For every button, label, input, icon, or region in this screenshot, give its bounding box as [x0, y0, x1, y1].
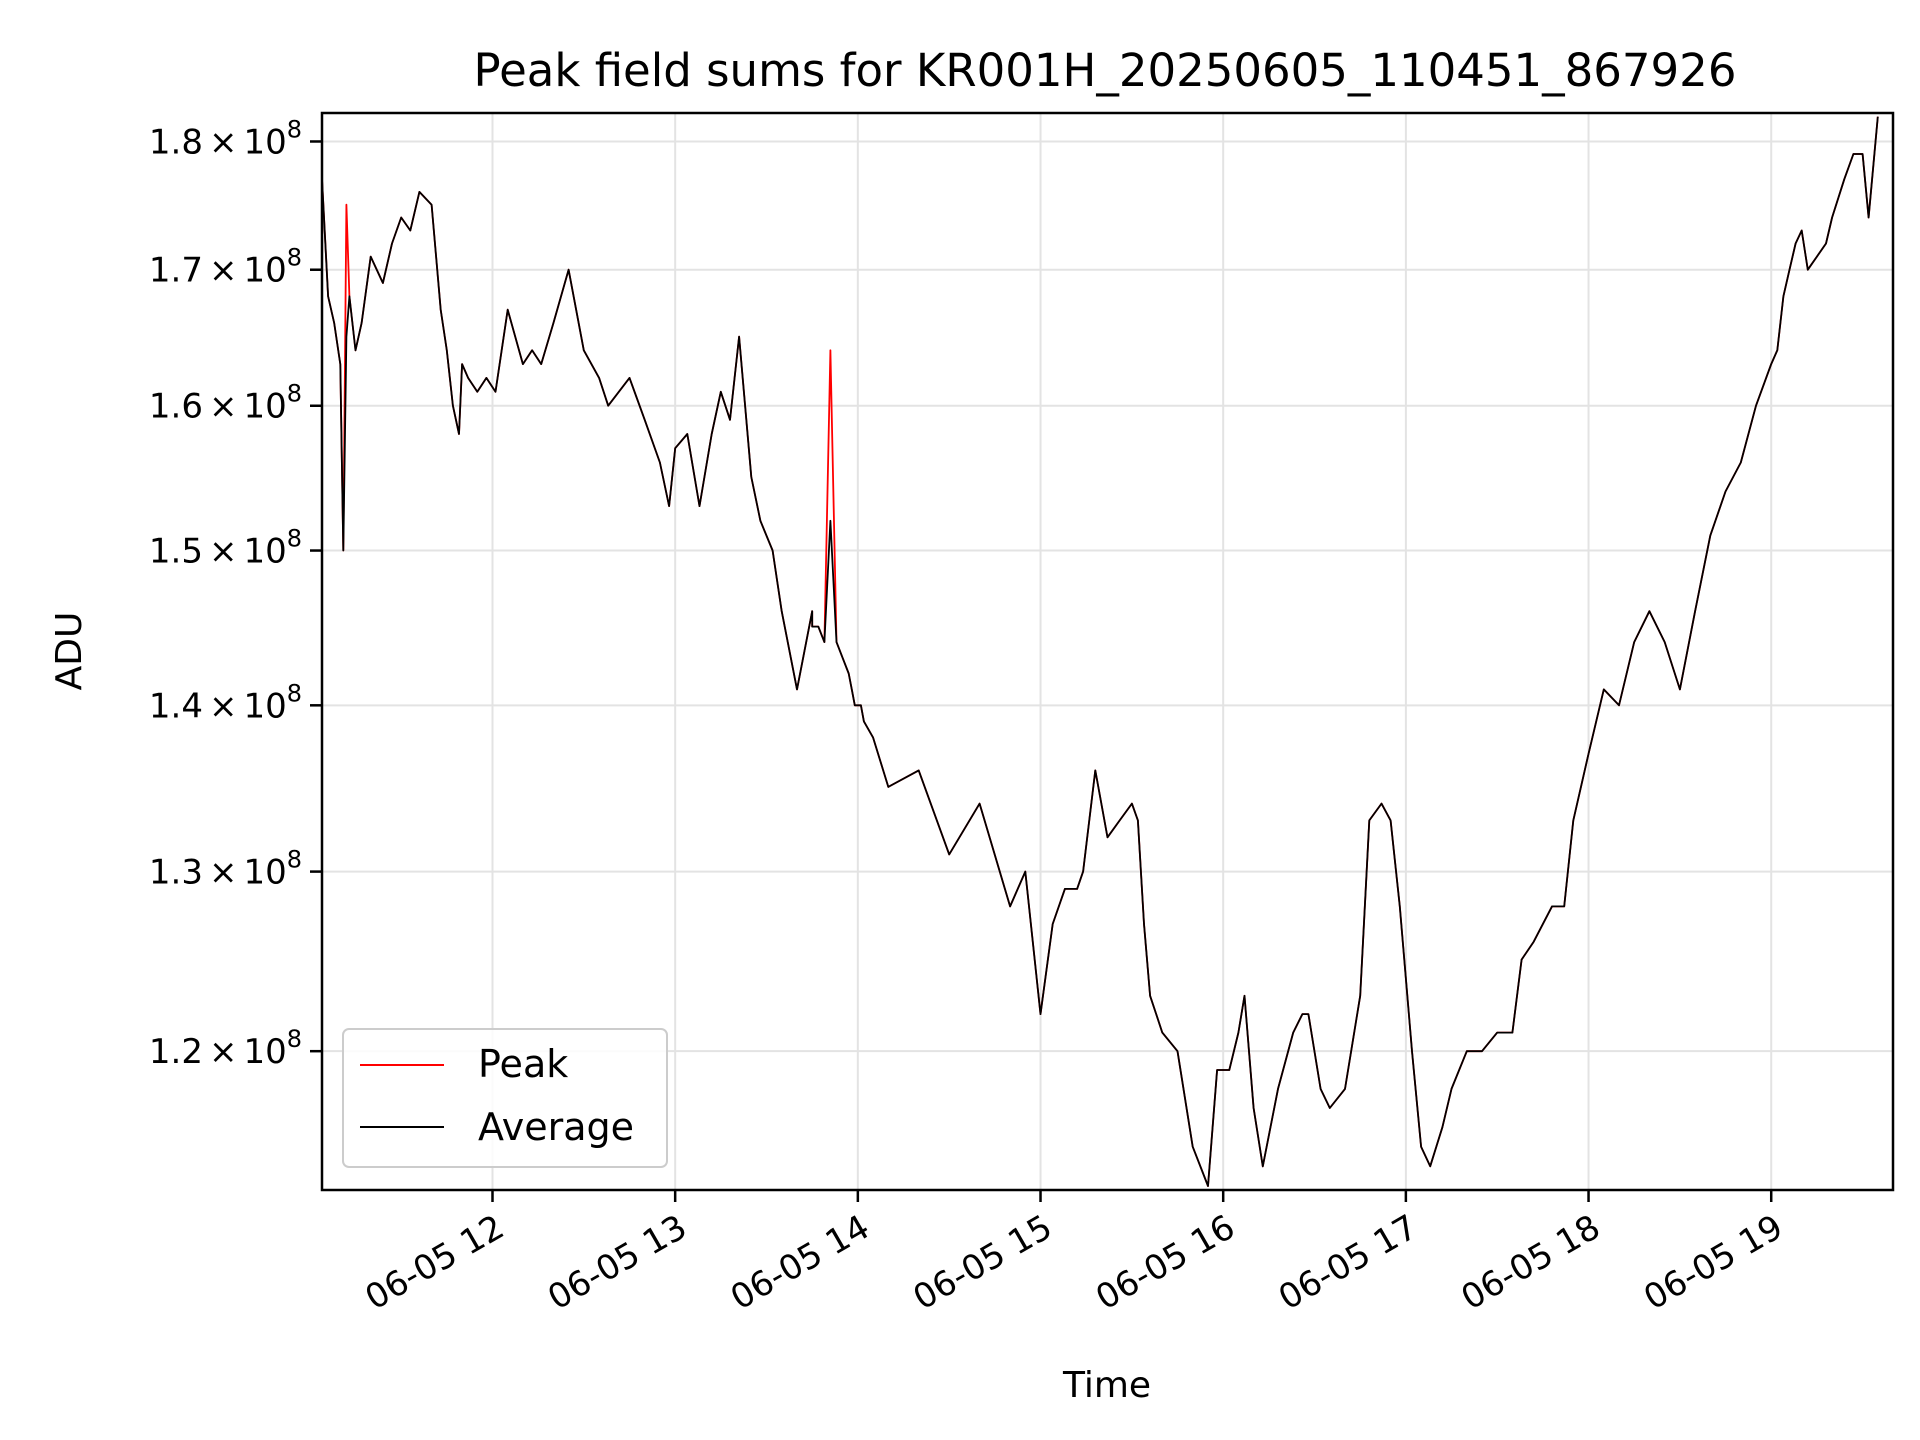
- y-axis: 1.2 × 108 1.3 × 108 1.4 × 108 1.5 × 108 1.6 × 108 1.7 × 1…: [149, 115, 322, 1072]
- x-tick-label: 06-05 18: [1455, 1207, 1607, 1318]
- y-tick-label: 1.8 × 108: [149, 115, 302, 162]
- x-axis-label: Time: [1062, 1365, 1151, 1406]
- y-tick-label: 1.4 × 108: [149, 679, 302, 726]
- y-axis-label: ADU: [49, 612, 90, 691]
- x-tick-label: 06-05 15: [907, 1207, 1059, 1318]
- x-tick-label: 06-05 19: [1637, 1207, 1789, 1318]
- y-tick-label: 1.6 × 108: [149, 380, 302, 427]
- series-layer: [321, 116, 1879, 1187]
- x-tick-label: 06-05 12: [359, 1207, 511, 1318]
- plot-frame: [320, 111, 1895, 1192]
- series-line-peak: [321, 116, 1879, 1187]
- x-tick-label: 06-05 17: [1272, 1207, 1424, 1318]
- legend-label-average: Average: [478, 1105, 634, 1149]
- x-tick-label: 06-05 13: [541, 1207, 693, 1318]
- grid: [322, 113, 1893, 1190]
- y-tick-label: 1.2 × 108: [149, 1025, 302, 1072]
- chart-title: Peak field sums for KR001H_20250605_1104…: [474, 44, 1737, 97]
- legend-box: [342, 1028, 668, 1168]
- x-tick-label: 06-05 16: [1089, 1207, 1241, 1318]
- legend: Peak Average: [342, 1028, 668, 1168]
- legend-label-peak: Peak: [478, 1042, 568, 1086]
- y-tick-label: 1.7 × 108: [149, 244, 302, 291]
- x-tick-label: 06-05 14: [724, 1207, 876, 1318]
- y-tick-label: 1.3 × 108: [149, 846, 302, 893]
- y-tick-label: 1.5 × 108: [149, 525, 302, 572]
- series-line-average: [321, 116, 1879, 1187]
- x-axis: 06-05 12 06-05 13 06-05 14 06-05 15 06-05 16…: [359, 1190, 1790, 1318]
